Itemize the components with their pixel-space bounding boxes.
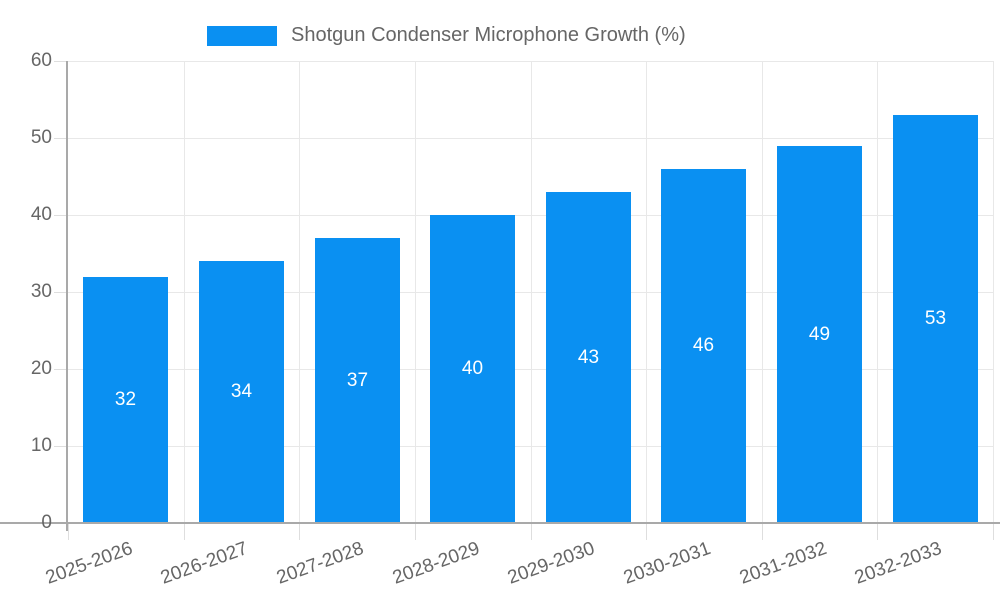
bar-value-label: 43 <box>577 347 600 368</box>
y-tick-mark <box>54 446 68 447</box>
bar-value-label: 34 <box>230 381 253 402</box>
bar-2031-2032 <box>777 146 862 523</box>
y-tick-label: 0 <box>41 512 52 533</box>
legend-label: Shotgun Condenser Microphone Growth (%) <box>291 24 686 46</box>
y-gridline <box>68 292 993 293</box>
y-gridline <box>68 138 993 139</box>
x-tick-mark <box>415 524 416 540</box>
y-gridline <box>68 215 993 216</box>
y-tick-label: 40 <box>30 204 52 225</box>
x-gridline <box>184 61 185 523</box>
y-gridline <box>68 446 993 447</box>
y-tick-mark <box>54 292 68 293</box>
x-gridline <box>646 61 647 523</box>
bar-2032-2033 <box>893 115 978 523</box>
x-gridline <box>299 61 300 523</box>
x-tick-mark <box>877 524 878 540</box>
bar-2025-2026 <box>83 277 168 523</box>
y-tick-label: 30 <box>30 281 52 302</box>
y-tick-label: 20 <box>30 358 52 379</box>
y-tick-mark <box>54 61 68 62</box>
chart-legend[interactable]: Shotgun Condenser Microphone Growth (%) <box>207 24 686 47</box>
bar-value-label: 32 <box>114 389 137 410</box>
bar-2026-2027 <box>199 261 284 523</box>
x-tick-mark <box>646 524 647 540</box>
bar-value-label: 49 <box>808 324 831 345</box>
bar-value-label: 46 <box>692 335 715 356</box>
legend-swatch <box>207 25 277 46</box>
y-tick-mark <box>54 138 68 139</box>
x-tick-mark <box>993 524 994 540</box>
x-gridline <box>993 61 994 523</box>
y-tick-label: 50 <box>30 127 52 148</box>
x-tick-mark <box>531 524 532 540</box>
x-gridline <box>762 61 763 523</box>
bar-2027-2028 <box>315 238 400 523</box>
bar-value-label: 40 <box>461 358 484 379</box>
x-tick-mark <box>184 524 185 540</box>
y-tick-label: 60 <box>30 50 52 71</box>
bar-value-label: 53 <box>924 308 947 329</box>
x-tick-mark <box>68 524 69 540</box>
bar-2029-2030 <box>546 192 631 523</box>
bar-2030-2031 <box>661 169 746 523</box>
y-gridline <box>68 61 993 62</box>
y-axis-line <box>66 61 68 531</box>
y-tick-mark <box>54 369 68 370</box>
y-tick-mark <box>54 215 68 216</box>
x-gridline <box>415 61 416 523</box>
x-gridline <box>531 61 532 523</box>
y-gridline <box>68 369 993 370</box>
y-tick-label: 10 <box>30 435 52 456</box>
bar-2028-2029 <box>430 215 515 523</box>
bar-value-label: 37 <box>346 370 369 391</box>
x-tick-mark <box>762 524 763 540</box>
x-axis-line <box>0 522 1000 524</box>
x-tick-mark <box>299 524 300 540</box>
x-gridline <box>877 61 878 523</box>
